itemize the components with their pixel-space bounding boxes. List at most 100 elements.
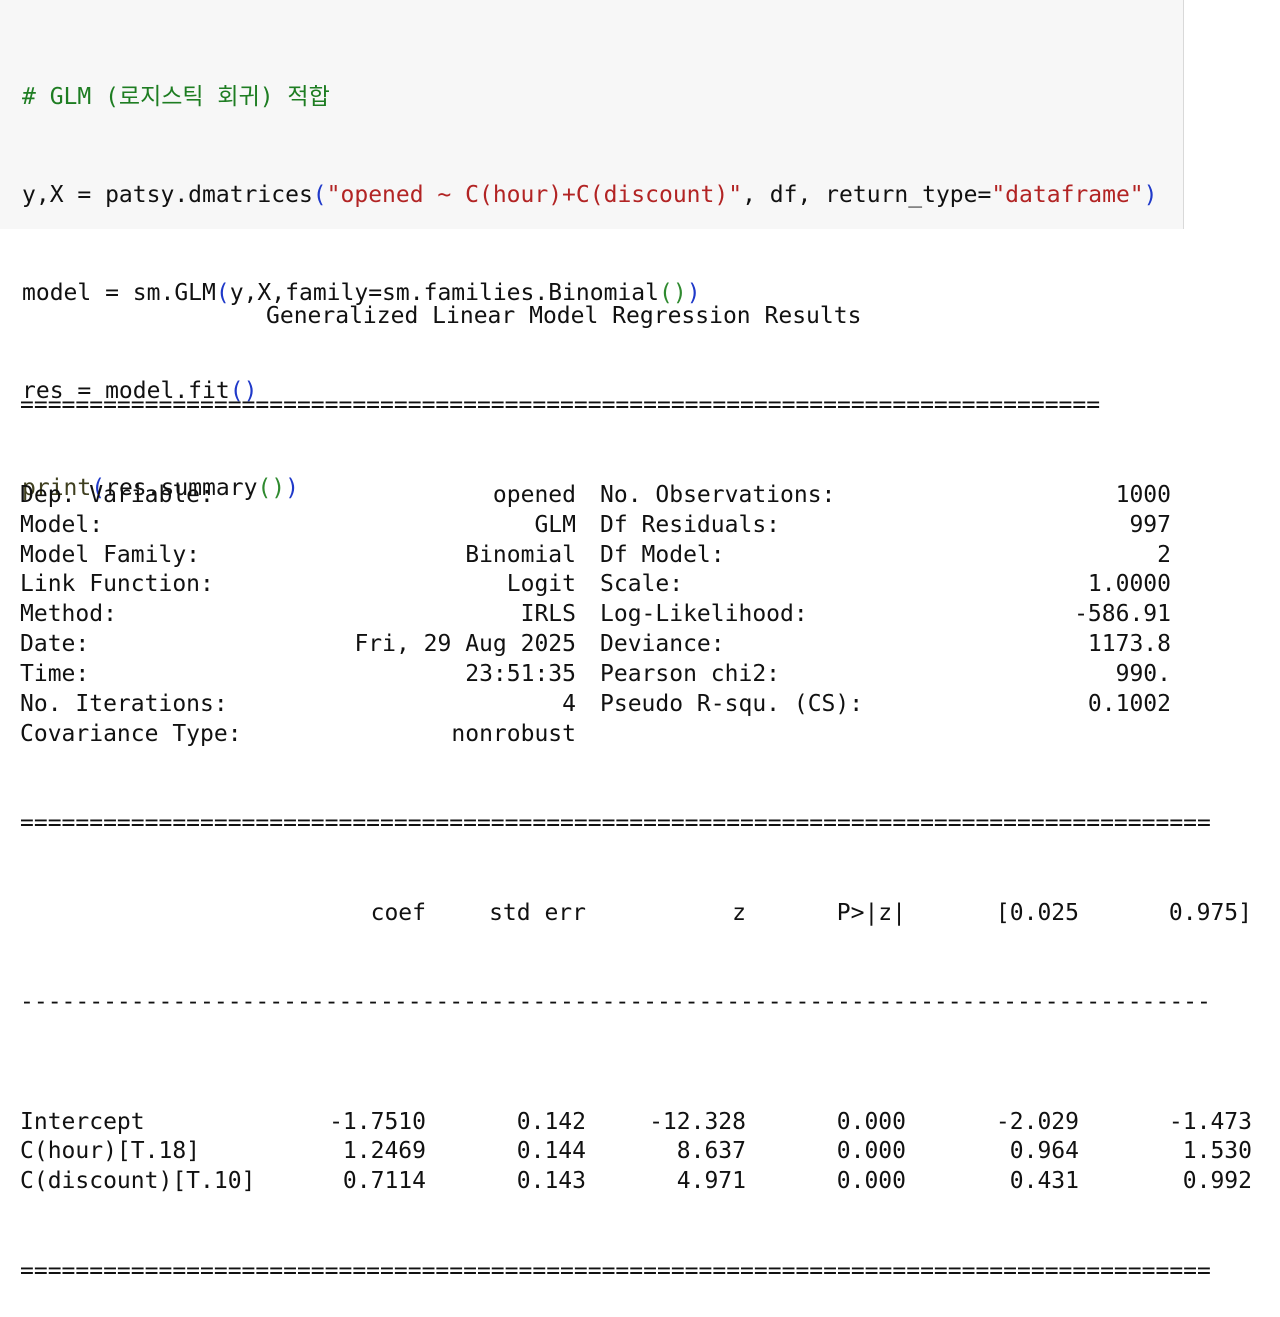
divider-text: ========================================… xyxy=(20,392,1101,419)
coef-value: 0.144 xyxy=(516,1138,586,1165)
info-row: Dep. Variable: opened No. Observations: 100… xyxy=(20,481,1252,511)
divider: ========================================… xyxy=(20,391,1152,421)
info-label-2: Scale: xyxy=(600,571,684,598)
info-value-2: 997 xyxy=(1129,511,1171,538)
info-label: Model: xyxy=(20,511,104,538)
coef-value: -1.473 xyxy=(1168,1108,1252,1135)
info-label: Time: xyxy=(20,660,90,687)
code-line-2: y,X = patsy.dmatrices("opened ~ C(hour)+… xyxy=(22,179,1158,212)
info-value-2: 990. xyxy=(1115,660,1171,687)
info-value-2: -586.91 xyxy=(1074,601,1171,628)
info-value-2: 1173.8 xyxy=(1087,631,1171,658)
info-value-2: 1.0000 xyxy=(1087,571,1171,598)
info-label-2: Deviance: xyxy=(600,631,725,658)
summary-title: Generalized Linear Model Regression Resu… xyxy=(266,302,862,329)
coef-value: 0.000 xyxy=(836,1168,906,1195)
info-row: Link Function: Logit Scale: 1.0000 xyxy=(20,570,1252,600)
coef-value: -12.328 xyxy=(649,1108,746,1135)
info-label-2: Df Model: xyxy=(600,541,725,568)
info-value: Binomial xyxy=(465,541,576,568)
code-token: res = model.fit xyxy=(22,377,230,404)
code-paren: ) xyxy=(686,279,701,306)
coef-value: -2.029 xyxy=(995,1108,1079,1135)
info-label: Model Family: xyxy=(20,541,201,568)
info-label-2: Pseudo R-squ. (CS): xyxy=(600,690,864,717)
code-line-1: # GLM (로지스틱 회귀) 적합 xyxy=(22,81,1158,114)
coef-value: -1.7510 xyxy=(329,1108,426,1135)
coef-value: 0.000 xyxy=(836,1108,906,1135)
code-line-4: res = model.fit() xyxy=(22,375,1158,408)
code-editor[interactable]: # GLM (로지스틱 회귀) 적합 y,X = patsy.dmatrices… xyxy=(22,16,1158,570)
spacer-row xyxy=(20,1078,1252,1108)
info-value-2: 0.1002 xyxy=(1087,690,1171,717)
divider: ----------------------------------------… xyxy=(20,988,1252,1018)
coef-header-cell: coef xyxy=(370,899,426,926)
divider-text: ========================================… xyxy=(20,810,1211,837)
coef-table: Intercept -1.7510 0.142 -12.328 0.000 -2.029 -… xyxy=(20,1078,1252,1197)
info-value: 23:51:35 xyxy=(465,660,576,687)
code-comment: # GLM (로지스틱 회귀) 적합 xyxy=(22,84,330,111)
code-paren: ) xyxy=(1143,181,1158,208)
info-value: Fri, 29 Aug 2025 xyxy=(354,631,576,658)
info-row: Date: Fri, 29 Aug 2025 Deviance: 1173.8 xyxy=(20,630,1252,660)
code-builtin: print xyxy=(22,475,92,502)
code-line-5: print(res.summary()) xyxy=(22,472,1158,505)
info-label: Method: xyxy=(20,601,117,628)
info-value: opened xyxy=(492,481,576,508)
summary-title-row: Generalized Linear Model Regression Resu… xyxy=(20,302,1252,332)
info-row: Covariance Type: nonrobust xyxy=(20,720,1252,750)
info-label-2: No. Observations: xyxy=(600,481,836,508)
code-line-3: model = sm.GLM(y,X,family=sm.families.Bi… xyxy=(22,277,1158,310)
coef-row: C(discount)[T.10] 0.7114 0.143 4.971 0.000 0.… xyxy=(20,1167,1252,1197)
code-string: "opened ~ C(hour)+C(discount)" xyxy=(326,181,743,208)
coef-value: 1.530 xyxy=(1182,1138,1252,1165)
info-table: Dep. Variable: opened No. Observations: 100… xyxy=(20,481,1252,750)
coef-value: 8.637 xyxy=(676,1138,746,1165)
coef-value: 0.964 xyxy=(1009,1138,1079,1165)
coef-header-cell: 0.975] xyxy=(1168,899,1252,926)
info-row: Time: 23:51:35 Pearson chi2: 990. xyxy=(20,660,1252,690)
code-paren: ( xyxy=(312,181,327,208)
info-value: 4 xyxy=(562,690,576,717)
info-value: IRLS xyxy=(520,601,576,628)
info-row: Model: GLM Df Residuals: 997 xyxy=(20,511,1252,541)
info-value: Logit xyxy=(506,571,576,598)
coef-row-name: Intercept xyxy=(20,1108,145,1135)
divider: ========================================… xyxy=(20,809,1252,839)
info-value: nonrobust xyxy=(451,720,576,747)
info-value: GLM xyxy=(534,511,576,538)
code-cell[interactable]: # GLM (로지스틱 회귀) 적합 y,X = patsy.dmatrices… xyxy=(0,0,1184,501)
info-row: Method: IRLS Log-Likelihood: -586.91 xyxy=(20,600,1252,630)
divider-text: ----------------------------------------… xyxy=(20,989,1211,1016)
coef-header-cell: P>|z| xyxy=(836,899,906,926)
coef-value: 0.7114 xyxy=(342,1168,426,1195)
code-paren: ) xyxy=(285,475,299,502)
coef-value: 0.000 xyxy=(836,1138,906,1165)
info-row: Model Family: Binomial Df Model: 2 xyxy=(20,541,1252,571)
cell-output: Generalized Linear Model Regression Resu… xyxy=(20,242,1252,1317)
divider: ========================================… xyxy=(20,1257,1252,1287)
coef-value: 4.971 xyxy=(676,1168,746,1195)
info-label: Covariance Type: xyxy=(20,720,242,747)
info-label: Dep. Variable: xyxy=(20,481,214,508)
info-label: No. Iterations: xyxy=(20,690,228,717)
coef-row-name: C(discount)[T.10] xyxy=(20,1168,256,1195)
info-label: Link Function: xyxy=(20,571,214,598)
coef-value: 0.992 xyxy=(1182,1168,1252,1195)
coef-value: 0.143 xyxy=(516,1168,586,1195)
coef-row: Intercept -1.7510 0.142 -12.328 0.000 -2.029 -… xyxy=(20,1108,1252,1138)
info-value-2: 2 xyxy=(1157,541,1171,568)
info-label-2: Log-Likelihood: xyxy=(600,601,808,628)
coef-header-cell: z xyxy=(732,899,746,926)
code-token: y,X,family=sm.families.Binomial xyxy=(229,279,659,306)
info-label: Date: xyxy=(20,631,90,658)
code-paren: () xyxy=(257,475,286,502)
code-string: "dataframe" xyxy=(991,181,1144,208)
info-label-2: Df Residuals: xyxy=(600,511,781,538)
coef-header-row: coef std err z P>|z| [0.025 0.975] xyxy=(20,899,1252,929)
code-token: res.summary xyxy=(105,475,258,502)
code-token: y,X = patsy.dmatrices xyxy=(22,181,313,208)
coef-row-name: C(hour)[T.18] xyxy=(20,1138,201,1165)
code-token: , df, return_type= xyxy=(742,181,992,208)
coef-value: 0.431 xyxy=(1009,1168,1079,1195)
